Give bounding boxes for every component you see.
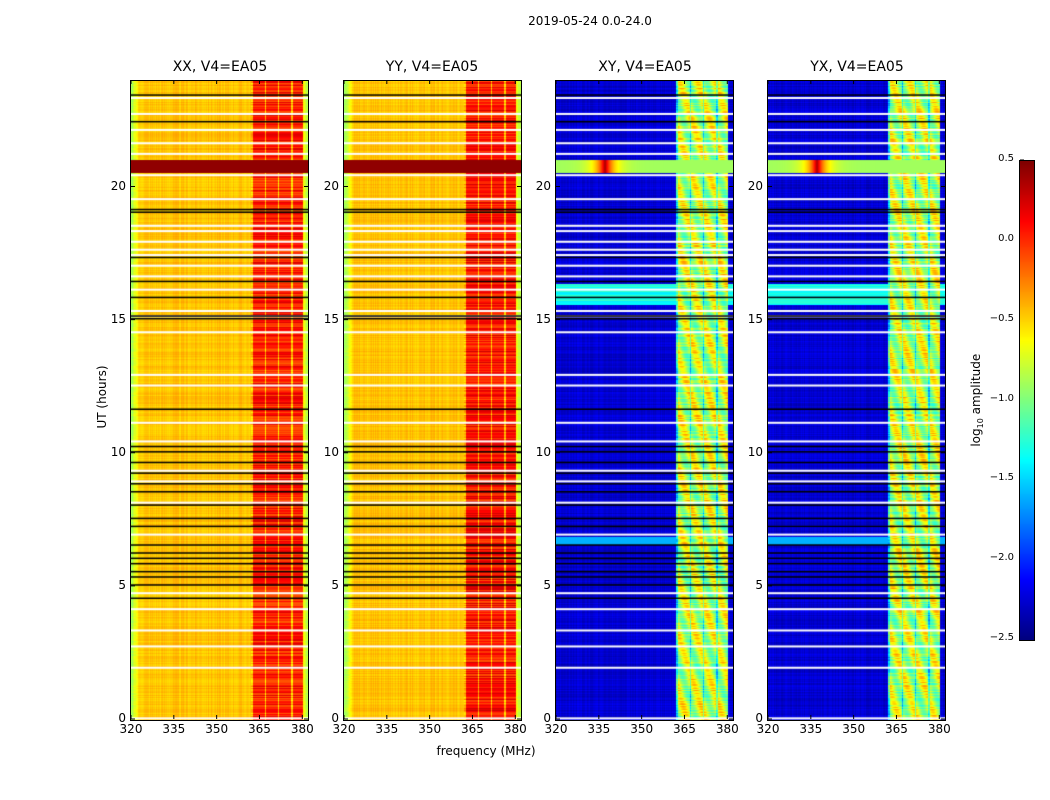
y-tick-label: 10: [110, 444, 126, 459]
colorbar-label: log10 amplitude: [969, 345, 985, 455]
x-tick-label: 320: [544, 722, 568, 736]
x-tick-label: 335: [375, 722, 399, 736]
heatmap-panel-yy: [343, 80, 522, 721]
x-tick-label: 320: [332, 722, 356, 736]
heatmap-canvas-yy: [344, 81, 521, 720]
panel-title-xy: XY, V4=EA05: [598, 59, 692, 75]
x-tick-label: 350: [842, 722, 866, 736]
colorbar-tick-label: −0.5: [989, 312, 1014, 324]
x-tick-label: 350: [418, 722, 442, 736]
x-tick-label: 335: [162, 722, 186, 736]
x-tick-label: 320: [119, 722, 143, 736]
figure-suptitle: 2019-05-24 0.0-24.0: [528, 14, 652, 28]
heatmap-canvas-xy: [556, 81, 733, 720]
x-tick-label: 365: [673, 722, 696, 736]
y-tick-label: 10: [323, 444, 339, 459]
heatmap-panel-xx: [130, 80, 309, 721]
colorbar-tick-label: −2.5: [989, 632, 1014, 643]
x-tick-label: 350: [630, 722, 654, 736]
y-tick-label: 20: [535, 178, 551, 193]
y-tick-label: 20: [110, 178, 126, 193]
heatmap-canvas-yx: [768, 81, 945, 720]
y-tick-label: 15: [323, 311, 339, 326]
x-tick-label: 380: [290, 722, 314, 736]
x-tick-label: 350: [205, 722, 229, 736]
x-tick-label: 365: [248, 722, 271, 736]
colorbar-tick-label: −2.0: [989, 552, 1014, 564]
colorbar-tick-label: −1.0: [989, 392, 1014, 404]
x-axis-label: frequency (MHz): [436, 744, 536, 758]
x-tick-label: 380: [503, 722, 527, 736]
y-tick-label: 10: [535, 444, 551, 459]
x-tick-label: 320: [756, 722, 780, 736]
y-tick-label: 5: [331, 577, 339, 592]
y-tick-label: 5: [118, 577, 126, 592]
x-tick-label: 380: [715, 722, 739, 736]
y-tick-label: 15: [535, 311, 551, 326]
y-tick-label: 0: [755, 711, 763, 725]
panel-title-yy: YY, V4=EA05: [385, 59, 479, 75]
colorbar-label-rest: amplitude: [968, 353, 983, 419]
colorbar-label-sub: 10: [976, 418, 986, 429]
heatmap-canvas-xx: [131, 81, 308, 720]
y-tick-label: 5: [755, 577, 763, 592]
y-tick-label: 5: [543, 577, 551, 592]
panel-title-yx: YX, V4=EA05: [810, 59, 904, 75]
x-tick-label: 365: [885, 722, 908, 736]
colorbar: [1019, 160, 1035, 641]
y-tick-label: 10: [747, 444, 763, 459]
panel-title-xx: XX, V4=EA05: [172, 59, 268, 75]
y-tick-label: 0: [331, 711, 339, 725]
x-tick-label: 365: [461, 722, 484, 736]
x-tick-label: 335: [799, 722, 823, 736]
heatmap-panel-yx: [767, 80, 946, 721]
y-tick-label: 20: [323, 178, 339, 193]
colorbar-tick-label: 0.5: [998, 153, 1014, 164]
x-tick-label: 335: [587, 722, 611, 736]
y-tick-label: 20: [747, 178, 763, 193]
colorbar-tick-label: 0.0: [998, 232, 1014, 244]
y-tick-label: 15: [747, 311, 763, 326]
x-tick-label: 380: [927, 722, 951, 736]
heatmap-panel-xy: [555, 80, 734, 721]
y-tick-label: 0: [118, 711, 126, 725]
y-tick-label: 0: [543, 711, 551, 725]
colorbar-gradient: [1020, 161, 1034, 640]
colorbar-tick-label: −1.5: [989, 472, 1014, 484]
colorbar-label-log: log: [968, 428, 983, 447]
y-tick-label: 15: [110, 311, 126, 326]
y-axis-label: UT (hours): [95, 365, 109, 429]
